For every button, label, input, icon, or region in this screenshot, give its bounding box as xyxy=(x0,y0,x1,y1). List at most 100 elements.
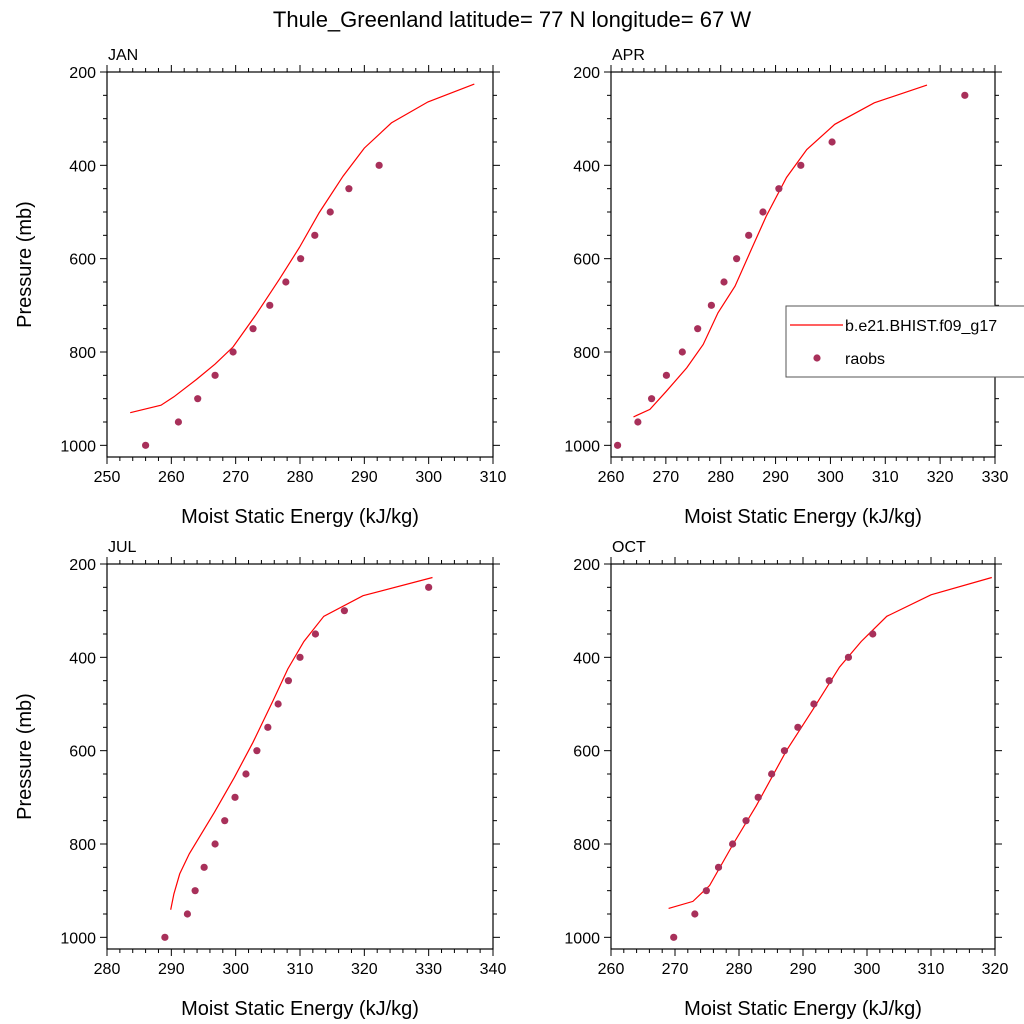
raobs-point xyxy=(828,138,836,146)
model-profile-line xyxy=(668,576,992,909)
x-tick-label: 310 xyxy=(287,961,314,978)
raobs-point xyxy=(670,933,678,941)
y-tick-label: 800 xyxy=(573,837,600,854)
raobs-point xyxy=(678,348,686,356)
y-tick-label: 400 xyxy=(69,158,96,175)
raobs-point xyxy=(311,231,319,239)
raobs-point xyxy=(200,863,208,871)
raobs-point xyxy=(425,583,433,591)
x-axis-title: Moist Static Energy (kJ/kg) xyxy=(684,998,922,1020)
raobs-point xyxy=(780,747,789,755)
x-axis-title: Moist Static Energy (kJ/kg) xyxy=(181,998,419,1020)
raobs-point xyxy=(768,770,776,778)
raobs-point xyxy=(242,770,250,778)
raobs-point xyxy=(231,793,239,801)
raobs-point xyxy=(183,910,192,918)
raobs-point xyxy=(714,863,723,871)
raobs-point xyxy=(253,747,261,755)
x-tick-label: 310 xyxy=(918,961,945,978)
y-axis-title: Pressure (mb) xyxy=(14,201,36,328)
raobs-point xyxy=(694,325,702,333)
raobs-point xyxy=(274,700,282,708)
x-tick-label: 310 xyxy=(480,469,507,486)
raobs-point xyxy=(720,278,728,286)
x-tick-label: 290 xyxy=(351,469,378,486)
plot-frame xyxy=(106,563,494,950)
x-tick-label: 300 xyxy=(415,469,442,486)
raobs-point xyxy=(297,255,305,263)
model-profile-line xyxy=(170,576,433,910)
x-tick-label: 260 xyxy=(598,469,625,486)
raobs-point xyxy=(707,301,715,309)
raobs-point xyxy=(733,255,741,263)
model-profile-line xyxy=(130,83,475,414)
raobs-point xyxy=(794,723,802,731)
raobs-point xyxy=(754,793,762,801)
plot-frame xyxy=(610,71,996,458)
y-tick-label: 400 xyxy=(573,158,600,175)
legend-label-raobs: raobs xyxy=(845,351,885,368)
x-tick-label: 270 xyxy=(662,961,689,978)
raobs-point xyxy=(194,395,202,403)
raobs-point xyxy=(345,185,353,193)
x-tick-label: 290 xyxy=(762,469,789,486)
plot-frame xyxy=(610,563,996,950)
figure-title: Thule_Greenland latitude= 77 N longitude… xyxy=(273,7,751,32)
y-tick-label: 400 xyxy=(573,650,600,667)
y-tick-label: 200 xyxy=(69,557,96,574)
y-tick-label: 600 xyxy=(69,744,96,761)
x-tick-label: 260 xyxy=(598,961,625,978)
y-tick-label: 200 xyxy=(69,65,96,82)
panel-label: JUL xyxy=(108,539,137,556)
raobs-point xyxy=(691,910,699,918)
y-tick-label: 600 xyxy=(69,252,96,269)
raobs-point xyxy=(191,887,199,895)
raobs-point xyxy=(249,325,257,333)
raobs-point xyxy=(296,653,304,661)
raobs-point xyxy=(775,185,783,193)
x-tick-label: 270 xyxy=(653,469,680,486)
x-tick-label: 270 xyxy=(222,469,249,486)
raobs-point xyxy=(662,371,671,379)
y-tick-label: 600 xyxy=(573,252,600,269)
raobs-point xyxy=(229,348,237,356)
x-tick-label: 340 xyxy=(480,961,507,978)
raobs-point xyxy=(211,371,219,379)
x-tick-label: 300 xyxy=(222,961,249,978)
raobs-point xyxy=(825,677,833,685)
raobs-point xyxy=(264,723,272,731)
panel-oct: 260 270 280 290 300 310 320 200 400 600 800 1000 OCT… xyxy=(564,539,1008,1020)
x-axis-title: Moist Static Energy (kJ/kg) xyxy=(684,506,922,528)
legend-box xyxy=(785,305,1024,378)
x-tick-label: 310 xyxy=(872,469,899,486)
panel-jul: 280 290 300 310 320 330 340 200 400 600 800 1000 JUL… xyxy=(14,539,506,1020)
y-tick-label: 1000 xyxy=(564,438,600,455)
x-tick-label: 280 xyxy=(707,469,734,486)
raobs-point xyxy=(634,418,642,426)
x-tick-label: 280 xyxy=(726,961,753,978)
x-tick-label: 280 xyxy=(287,469,314,486)
x-tick-label: 280 xyxy=(94,961,121,978)
raobs-point xyxy=(340,607,348,615)
y-tick-label: 400 xyxy=(69,650,96,667)
raobs-point xyxy=(142,441,150,449)
raobs-point xyxy=(869,630,877,638)
x-tick-label: 290 xyxy=(158,961,185,978)
raobs-point xyxy=(266,301,274,309)
x-tick-label: 330 xyxy=(982,469,1009,486)
panel-apr: 260 270 280 290 300 310 320 330 200 400 600 800 1000… xyxy=(564,47,1008,528)
raobs-point xyxy=(745,231,753,239)
legend-label-model: b.e21.BHIST.f09_g17 xyxy=(845,318,997,335)
raobs-point xyxy=(810,700,818,708)
x-tick-label: 300 xyxy=(817,469,844,486)
raobs-point xyxy=(375,161,383,169)
model-profile-line xyxy=(633,84,928,418)
y-tick-label: 1000 xyxy=(60,438,96,455)
x-tick-label: 260 xyxy=(158,469,185,486)
panel-jan: 250 260 270 280 290 300 310 200 400 600 800 1000 JAN… xyxy=(14,47,506,528)
x-tick-label: 290 xyxy=(790,961,817,978)
x-tick-label: 330 xyxy=(415,961,442,978)
raobs-point xyxy=(702,887,710,895)
y-tick-label: 1000 xyxy=(60,930,96,947)
